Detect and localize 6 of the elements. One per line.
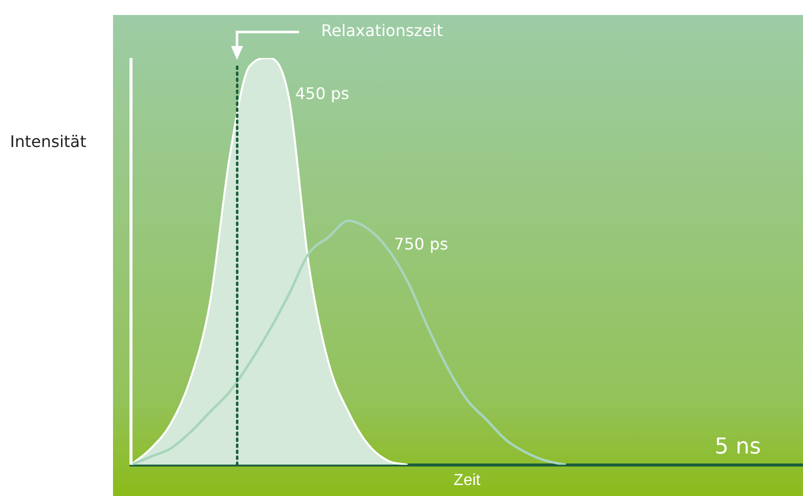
series-label: 750 ps: [394, 234, 448, 254]
x-axis-title: Zeit: [454, 472, 481, 489]
text: Relaxationszeit: [321, 21, 443, 40]
annotation: 5 ns: [714, 434, 761, 460]
series-label: 450 ps: [295, 84, 350, 103]
y-axis-title: Intensität: [10, 132, 86, 151]
